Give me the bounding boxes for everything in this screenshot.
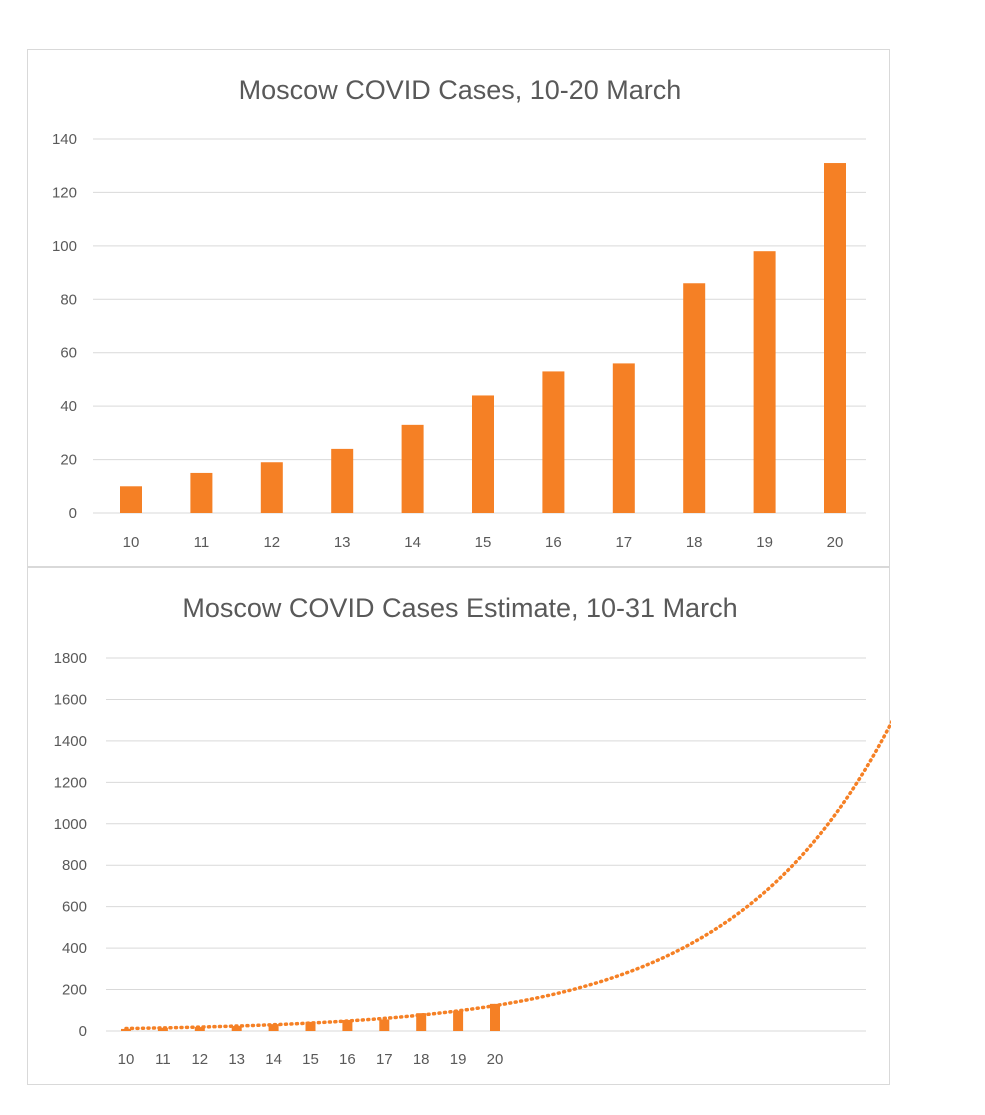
bar: [342, 1020, 353, 1031]
chart-2-title: Moscow COVID Cases Estimate, 10-31 March: [182, 593, 737, 623]
y-tick-label: 800: [62, 857, 87, 874]
x-tick-label: 18: [413, 1051, 430, 1068]
y-tick-label: 80: [60, 291, 77, 308]
x-tick-label: 14: [265, 1051, 282, 1068]
bar: [120, 486, 142, 513]
x-tick-label: 12: [191, 1051, 208, 1068]
bar: [260, 462, 283, 513]
x-tick-label: 10: [123, 534, 140, 551]
chart-1-svg: Moscow COVID Cases, 10-20 March 0 20 40 60 8…: [52, 75, 866, 551]
y-tick-label: 1200: [54, 774, 87, 791]
x-tick-label: 18: [686, 534, 703, 551]
bar: [157, 1027, 168, 1031]
x-tick-label: 15: [302, 1051, 319, 1068]
x-tick-label: 16: [545, 534, 562, 551]
y-tick-label: 20: [60, 452, 77, 469]
y-tick-label: 40: [60, 398, 77, 415]
bar: [490, 1003, 500, 1031]
bar: [472, 395, 494, 513]
x-tick-label: 17: [376, 1051, 393, 1068]
y-tick-label: 600: [62, 899, 87, 916]
y-tick-label: 140: [52, 131, 77, 148]
y-tick-label: 60: [60, 345, 77, 362]
x-tick-label: 12: [263, 534, 280, 551]
x-tick-label: 20: [827, 534, 844, 551]
x-tick-label: 20: [487, 1051, 504, 1068]
y-tick-label: 0: [79, 1023, 87, 1040]
x-tick-label: 13: [228, 1051, 245, 1068]
y-tick-label: 1800: [54, 650, 87, 667]
bar: [331, 448, 354, 513]
x-tick-label: 11: [194, 534, 210, 551]
x-tick-label: 19: [756, 534, 773, 551]
y-tick-label: 200: [62, 982, 87, 999]
bar: [824, 163, 846, 513]
bar: [753, 251, 776, 513]
bar: [683, 283, 706, 513]
chart-1-bars: [120, 163, 846, 513]
bar: [612, 363, 635, 513]
chart-cases-10-20-march: Moscow COVID Cases, 10-20 March 0 20 40 60 8…: [27, 49, 890, 567]
bar: [268, 1024, 279, 1031]
y-tick-label: 1000: [54, 816, 87, 833]
y-tick-label: 100: [52, 238, 77, 255]
chart-1-y-axis: 0 20 40 60 80 100 120 140: [52, 131, 77, 522]
x-tick-label: 14: [404, 534, 421, 551]
bar: [194, 1027, 205, 1031]
y-tick-label: 1600: [54, 691, 87, 708]
y-tick-label: 400: [62, 940, 87, 957]
bar: [190, 472, 213, 513]
chart-2-gridlines: [106, 657, 866, 1032]
chart-cases-estimate-10-31-march: Moscow COVID Cases Estimate, 10-31 March…: [27, 567, 891, 1085]
bar: [542, 371, 565, 513]
x-tick-label: 13: [334, 534, 351, 551]
x-tick-label: 16: [339, 1051, 356, 1068]
x-tick-label: 17: [615, 534, 632, 551]
x-tick-label: 15: [475, 534, 492, 551]
bar: [379, 1019, 390, 1031]
chart-2-trendline: [124, 719, 891, 1031]
bar: [416, 1013, 427, 1031]
chart-2-svg: Moscow COVID Cases Estimate, 10-31 March…: [54, 593, 891, 1068]
chart-1-title: Moscow COVID Cases, 10-20 March: [239, 75, 682, 105]
bar: [401, 424, 424, 513]
bar: [453, 1010, 464, 1031]
x-tick-label: 10: [118, 1051, 135, 1068]
y-tick-label: 0: [69, 505, 77, 522]
x-tick-label: 11: [155, 1051, 171, 1068]
bar: [305, 1021, 316, 1031]
chart-1-x-axis: 10 11 12 13 14 15 16 17 18 19 20: [123, 534, 844, 551]
x-tick-label: 19: [450, 1051, 467, 1068]
chart-2-y-axis: 0 200 400 600 800 1000 1200 1400 1600 1800: [54, 650, 87, 1040]
y-tick-label: 1400: [54, 733, 87, 750]
bar: [231, 1026, 242, 1031]
chart-2-x-axis: 10 11 12 13 14 15 16 17 18 19 20: [118, 1051, 504, 1068]
y-tick-label: 120: [52, 184, 77, 201]
trendline-path: [124, 719, 891, 1031]
